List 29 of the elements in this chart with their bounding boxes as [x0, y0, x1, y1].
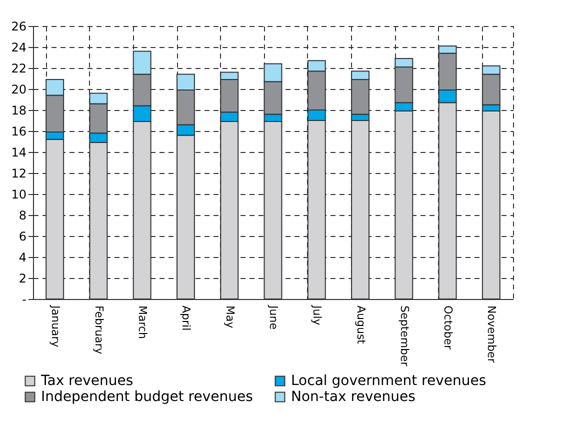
- x-tick-label: January: [48, 304, 62, 348]
- y-tick-label: 16: [11, 124, 26, 138]
- y-tick-label: 2: [18, 272, 26, 286]
- x-tick-label: April: [180, 306, 193, 331]
- y-tick-label: 8: [18, 208, 26, 222]
- x-tick-label: March: [136, 306, 150, 340]
- legend-label: Local government revenues: [291, 373, 486, 389]
- x-tick-label: July: [310, 304, 324, 326]
- legend-label: Tax revenues: [40, 373, 134, 389]
- y-tick-label: 4: [18, 250, 26, 264]
- x-tick-label: November: [485, 306, 498, 364]
- y-tick-label: 24: [11, 40, 26, 54]
- y-tick-label: 10: [11, 188, 26, 202]
- x-tick-label: August: [354, 306, 368, 345]
- y-tick-label: 6: [18, 230, 26, 244]
- x-tick-label: September: [398, 306, 411, 367]
- y-tick-label: 18: [11, 104, 26, 118]
- y-tick-label: 12: [11, 166, 26, 180]
- x-tick-label: May: [223, 306, 236, 329]
- legend-label: Independent budget revenues: [41, 389, 253, 405]
- y-tick-label: 14: [11, 146, 26, 160]
- y-tick-label: 20: [11, 82, 26, 96]
- x-tick-label: June: [267, 304, 280, 330]
- y-tick-label: 26: [11, 20, 26, 34]
- x-tick-label: February: [92, 306, 106, 355]
- x-tick-label: October: [442, 306, 455, 350]
- y-tick-label: 22: [11, 62, 26, 76]
- y-tick-label: -: [22, 292, 26, 306]
- legend-label: Non-tax revenues: [291, 389, 416, 405]
